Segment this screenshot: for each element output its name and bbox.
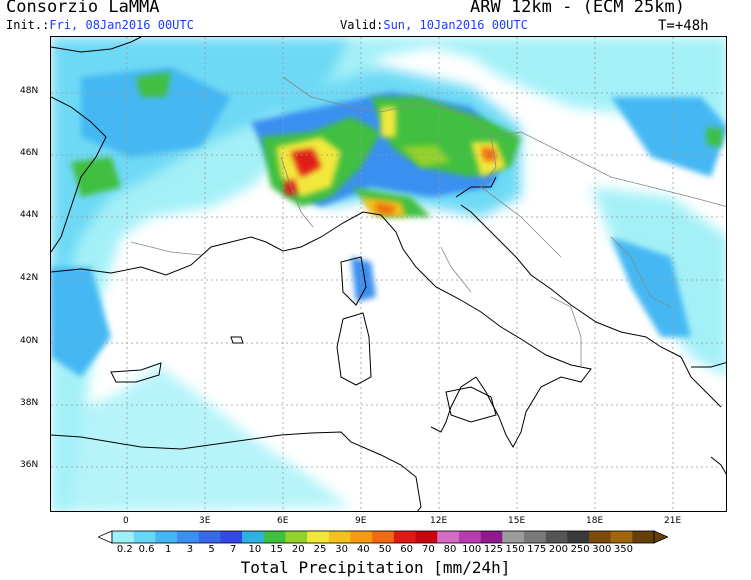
colorbar-tick-label: 200	[548, 544, 568, 555]
colorbar-swatch	[133, 531, 156, 543]
colorbar-tick-label: 5	[208, 544, 215, 555]
colorbar-swatch	[567, 531, 590, 543]
colorbar-tick-label: 25	[313, 544, 327, 555]
precipitation-colorbar	[98, 530, 668, 544]
model-title: ARW 12km - (ECM 25km)	[470, 0, 685, 17]
colorbar-swatch	[328, 531, 351, 543]
lat-label-48n: 48N	[20, 86, 39, 96]
colorbar-under-arrow	[98, 530, 113, 544]
lat-label-38n: 38N	[20, 398, 39, 408]
colorbar-swatch	[545, 531, 568, 543]
colorbar-tick-label: 7	[230, 544, 237, 555]
colorbar-swatch	[220, 531, 243, 543]
colorbar-swatch	[372, 531, 395, 543]
lat-label-36n: 36N	[20, 460, 39, 470]
colorbar-tick-label: 10	[248, 544, 262, 555]
organization-title: Consorzio LaMMA	[6, 0, 160, 17]
colorbar-tick-label: 0.6	[138, 544, 155, 555]
colorbar-tick-label: 0.2	[116, 544, 133, 555]
colorbar-swatch	[610, 531, 633, 543]
lon-label-18e: 18E	[586, 516, 604, 526]
colorbar-tick-label: 15	[270, 544, 283, 555]
colorbar-tick-label: 300	[592, 544, 612, 555]
lon-label-3e: 3E	[199, 516, 211, 526]
colorbar-tick-label: 40	[356, 544, 370, 555]
colorbar-swatch	[523, 531, 546, 543]
colorbar-tick-label: 350	[613, 544, 634, 555]
colorbar-tick-label: 30	[335, 544, 348, 555]
colorbar-swatch	[588, 531, 611, 543]
colorbar-tick-label: 175	[527, 544, 547, 555]
init-value: Fri, 08Jan2016 00UTC	[49, 18, 194, 32]
lat-label-42n: 42N	[20, 273, 39, 283]
colorbar-over-arrow	[653, 530, 668, 544]
colorbar-title: Total Precipitation [mm/24h]	[240, 558, 511, 577]
valid-value: Sun, 10Jan2016 00UTC	[383, 18, 528, 32]
colorbar-swatch	[263, 531, 286, 543]
lon-label-15e: 15E	[508, 516, 526, 526]
valid-time: Valid:Sun, 10Jan2016 00UTC	[340, 18, 528, 32]
colorbar-swatch	[458, 531, 481, 543]
colorbar-swatch	[480, 531, 503, 543]
colorbar-swatch	[437, 531, 460, 543]
colorbar-swatch	[632, 531, 655, 543]
colorbar-tick-label: 60	[400, 544, 414, 555]
colorbar-swatch	[112, 531, 134, 543]
colorbar-swatch	[155, 531, 178, 543]
map-canvas	[51, 37, 726, 511]
colorbar-swatch	[307, 531, 330, 543]
colorbar-tick-label: 20	[291, 544, 305, 555]
colorbar-tick-label: 1	[165, 544, 172, 555]
init-label: Init.:	[6, 18, 50, 32]
colorbar-swatch	[242, 531, 265, 543]
lat-label-46n: 46N	[20, 148, 39, 158]
precipitation-field	[51, 37, 726, 511]
valid-label: Valid:	[340, 18, 384, 32]
colorbar-swatch	[502, 531, 525, 543]
lead-time: T=+48h	[658, 18, 709, 34]
colorbar-swatch	[350, 531, 373, 543]
coastlines	[51, 37, 726, 511]
colorbar-tick-label: 80	[443, 544, 457, 555]
colorbar-tick-label: 50	[378, 544, 392, 555]
precipitation-map	[50, 36, 727, 512]
lon-label-21e: 21E	[664, 516, 682, 526]
country-borders	[130, 76, 726, 367]
colorbar-swatch	[285, 531, 308, 543]
colorbar-tick-label: 125	[483, 544, 503, 555]
latlon-grid	[51, 37, 726, 511]
colorbar-tick-label: 70	[421, 544, 435, 555]
lon-label-9e: 9E	[355, 516, 367, 526]
colorbar-tick-label: 150	[505, 544, 525, 555]
init-time: Init.:Fri, 08Jan2016 00UTC	[6, 18, 194, 32]
lon-label-12e: 12E	[430, 516, 448, 526]
colorbar-swatch	[393, 531, 416, 543]
colorbar-tick-label: 250	[570, 544, 590, 555]
lon-label-0: 0	[123, 516, 129, 526]
colorbar-swatch	[177, 531, 200, 543]
lat-label-44n: 44N	[20, 210, 39, 220]
lat-label-40n: 40N	[20, 336, 39, 346]
colorbar-swatch	[198, 531, 221, 543]
colorbar-tick-label: 100	[462, 544, 482, 555]
lon-label-6e: 6E	[277, 516, 289, 526]
colorbar-tick-label: 3	[186, 544, 194, 555]
colorbar-swatch	[415, 531, 438, 543]
